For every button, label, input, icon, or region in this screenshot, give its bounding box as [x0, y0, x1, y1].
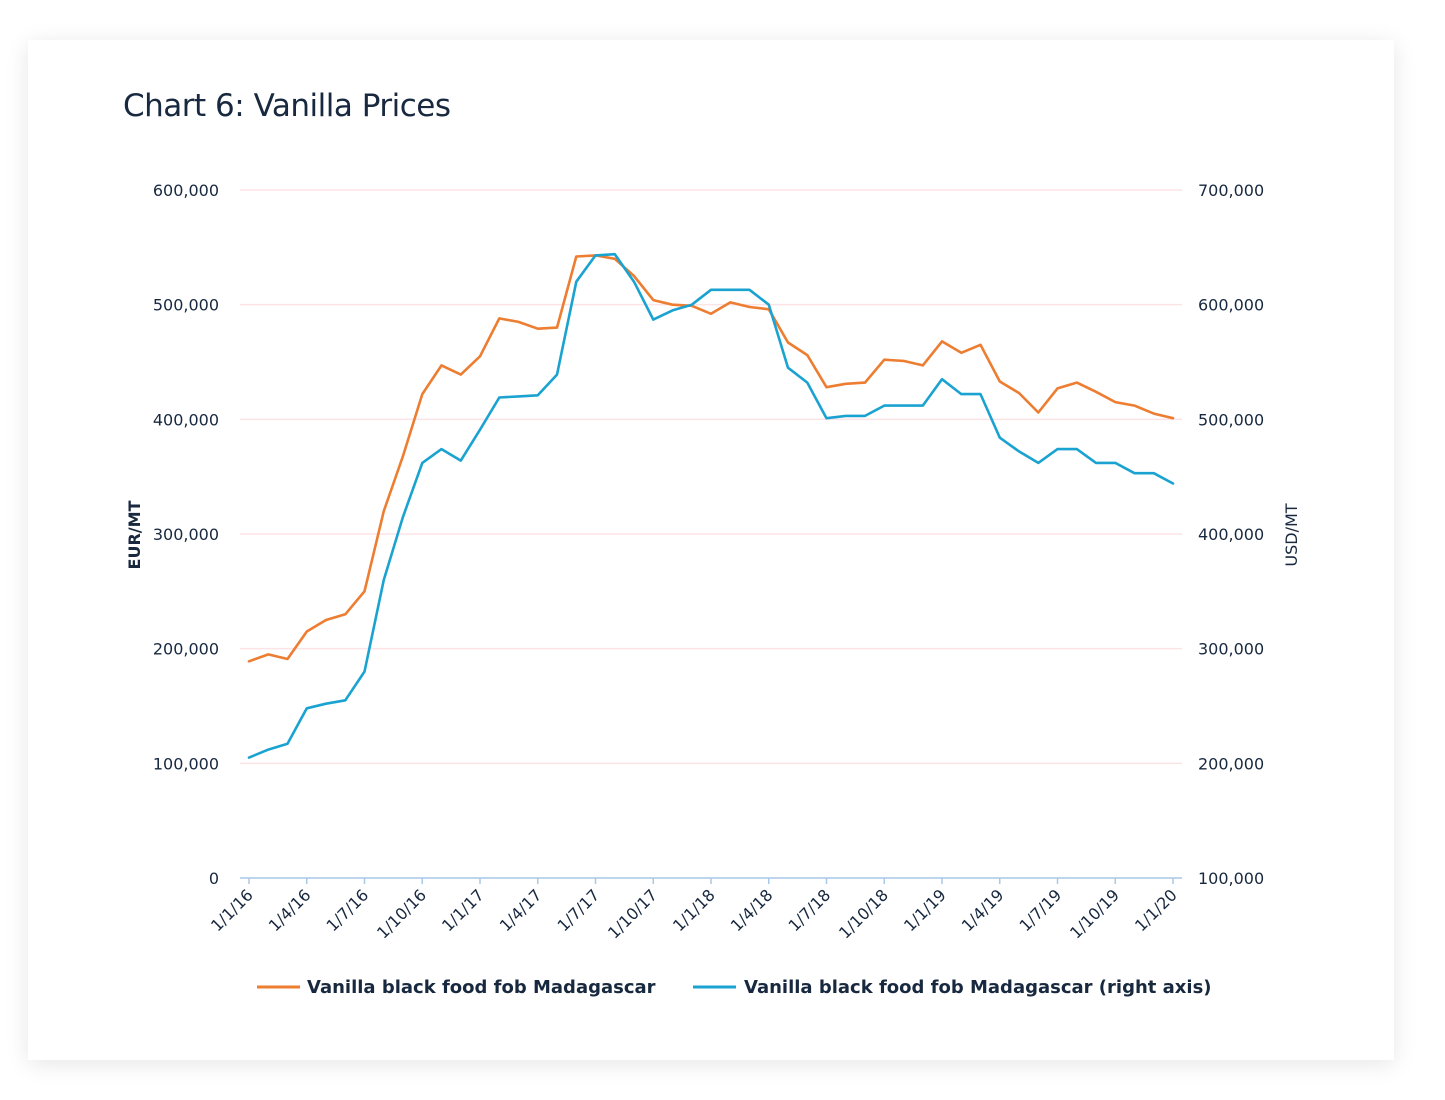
y-tick-label-right: 300,000	[1198, 640, 1264, 659]
x-tick-label: 1/10/18	[835, 885, 892, 942]
x-tick-label: 1/10/17	[604, 885, 661, 942]
series-line-usd	[247, 252, 1175, 759]
chart-title: Chart 6: Vanilla Prices	[123, 88, 451, 124]
y-tick-label-right: 400,000	[1198, 525, 1264, 544]
y-axis-right-label: USD/MT	[1282, 503, 1301, 566]
series-layer	[247, 252, 1175, 759]
y-axis-left: 0 100,000 200,000 300,000 400,000 500,000 600,…	[153, 181, 219, 888]
series-line-eur	[247, 254, 1175, 663]
y-axis-right: 100,000 200,000 300,000 400,000 500,000 600,0…	[1198, 181, 1264, 888]
y-axis-left-label: EUR/MT	[125, 500, 144, 569]
legend-label-usd: Vanilla black food fob Madagascar (right…	[744, 977, 1212, 998]
x-axis: 1/1/16 1/4/16 1/7/16 1/10/16 1/1/17 1/4/17 1/7…	[207, 878, 1181, 942]
legend: Vanilla black food fob Madagascar Vanill…	[257, 977, 1212, 998]
x-tick-label: 1/4/17	[496, 885, 546, 935]
x-tick-label: 1/7/19	[1015, 885, 1065, 935]
y-tick-label-left: 0	[209, 869, 219, 888]
x-tick-label: 1/1/16	[207, 885, 257, 935]
x-tick-label: 1/1/17	[438, 885, 488, 935]
y-tick-label-right: 100,000	[1198, 869, 1264, 888]
y-tick-label-left: 200,000	[153, 640, 219, 659]
y-tick-label-left: 100,000	[153, 754, 219, 773]
x-tick-label: 1/10/16	[373, 885, 430, 942]
x-tick-label: 1/1/20	[1131, 885, 1181, 935]
x-tick-label: 1/4/16	[265, 885, 315, 935]
x-tick-label: 1/7/17	[553, 885, 603, 935]
y-tick-label-left: 600,000	[153, 181, 219, 200]
x-tick-label: 1/1/19	[900, 885, 950, 935]
grid-lines	[240, 189, 1182, 765]
y-tick-label-left: 400,000	[153, 410, 219, 429]
y-tick-label-right: 200,000	[1198, 754, 1264, 773]
x-tick-label: 1/4/18	[727, 885, 777, 935]
x-tick-label: 1/4/19	[958, 885, 1008, 935]
y-tick-label-right: 700,000	[1198, 181, 1264, 200]
legend-label-eur: Vanilla black food fob Madagascar	[307, 977, 656, 998]
x-tick-label: 1/10/19	[1066, 885, 1123, 942]
y-tick-label-left: 500,000	[153, 296, 219, 315]
y-tick-label-left: 300,000	[153, 525, 219, 544]
x-tick-label: 1/7/18	[784, 885, 834, 935]
y-tick-label-right: 600,000	[1198, 296, 1264, 315]
x-tick-label: 1/7/16	[322, 885, 372, 935]
chart-card	[28, 40, 1394, 1060]
y-tick-label-right: 500,000	[1198, 410, 1264, 429]
x-tick-label: 1/1/18	[669, 885, 719, 935]
